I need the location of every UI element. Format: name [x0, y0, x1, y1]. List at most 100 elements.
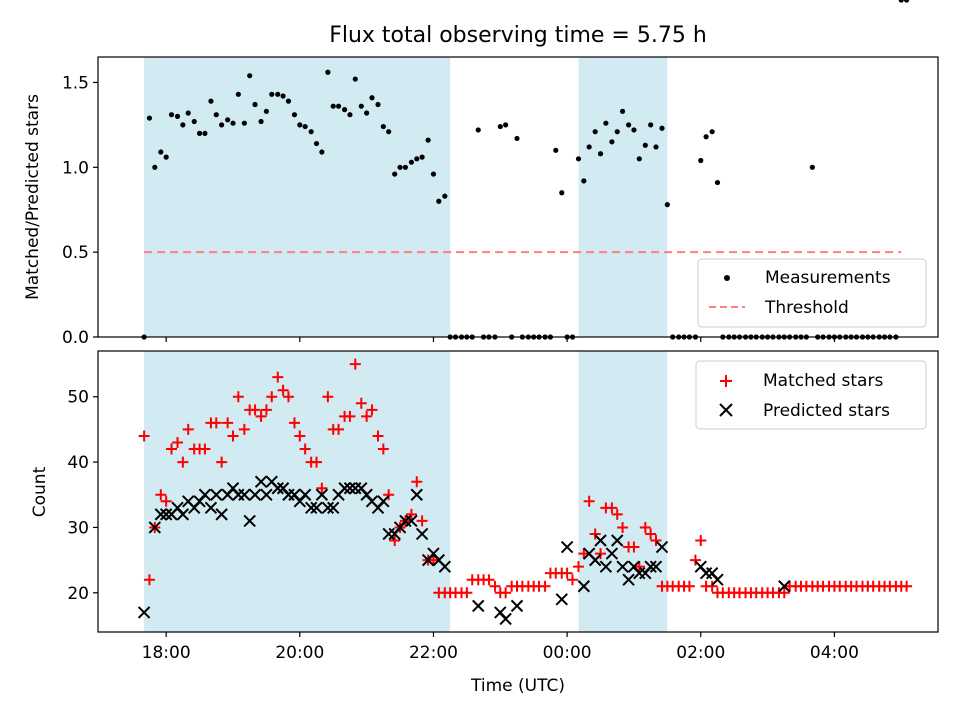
matched-stars-point — [572, 561, 584, 573]
matched-stars-point — [606, 502, 618, 514]
measurement-point — [709, 129, 715, 135]
matched-stars-point — [689, 554, 701, 566]
predicted-stars-point — [560, 540, 574, 554]
matched-stars-point — [238, 423, 250, 435]
bottom-legend: Matched stars Predicted stars — [695, 360, 927, 430]
matched-stars-point — [645, 528, 657, 540]
bot-yticks-label: 50 — [67, 388, 89, 408]
matched-stars-point — [166, 443, 178, 455]
matched-stars-point — [405, 508, 417, 520]
matched-stars-point — [182, 423, 194, 435]
predicted-stars-point — [577, 580, 591, 593]
predicted-stars-point — [327, 501, 340, 515]
predicted-stars-point — [605, 547, 619, 560]
top-yticks-label: 0.0 — [62, 328, 89, 348]
measurement-point — [397, 164, 403, 170]
measurement-point — [625, 122, 632, 128]
measurement-point — [636, 156, 642, 162]
predicted-stars-point — [343, 482, 357, 495]
legend-threshold-label: Threshold — [764, 298, 849, 318]
predicted-stars-point — [588, 553, 602, 567]
measurement-point — [196, 130, 203, 136]
measurement-point — [619, 108, 626, 114]
top-legend: Measurements Threshold — [697, 258, 927, 328]
measurement-point — [358, 103, 364, 109]
measurement-point — [648, 122, 654, 128]
matched-stars-point — [695, 535, 707, 547]
matched-stars-point — [639, 521, 651, 533]
x-tick-label: 00:00 — [543, 643, 592, 663]
measurement-point — [258, 118, 264, 125]
predicted-stars-point — [711, 573, 724, 586]
matched-stars-point — [595, 548, 607, 560]
predicted-stars-point — [204, 501, 218, 515]
matched-stars-point — [160, 495, 172, 507]
legend-matched-label: Matched stars — [763, 371, 883, 391]
predicted-stars-point — [405, 514, 418, 528]
predicted-stars-point — [238, 488, 251, 501]
matched-stars-point — [583, 495, 595, 507]
measurement-point — [497, 123, 503, 130]
measurement-point — [592, 129, 598, 135]
measurement-point — [158, 149, 164, 155]
matched-stars-point — [311, 456, 323, 468]
top-axes-frame — [97, 56, 939, 338]
legend-measurements-marker — [724, 275, 730, 281]
measurement-point — [213, 112, 219, 118]
matched-stars-point — [299, 443, 311, 455]
measurement-point — [386, 129, 392, 135]
matched-stars-point — [901, 580, 913, 592]
measurement-point — [514, 135, 520, 142]
matched-stars-point — [427, 554, 439, 566]
matched-stars-point — [138, 430, 150, 442]
bot-shade-interval-1 — [578, 351, 668, 632]
measurement-point — [364, 110, 370, 116]
measurement-point — [503, 122, 509, 128]
matched-stars-point — [216, 456, 228, 468]
measurement-point — [903, 0, 910, 3]
matched-stars-point — [355, 397, 367, 409]
measurement-point — [180, 122, 186, 128]
bottom-legend-box — [695, 360, 927, 430]
predicted-stars-point — [176, 508, 190, 521]
measurement-point — [280, 93, 286, 99]
measurement-point — [631, 127, 637, 133]
predicted-stars-point — [321, 501, 335, 515]
matched-stars-point — [411, 476, 423, 488]
measurement-point — [425, 137, 431, 143]
matched-stars-point — [483, 574, 495, 586]
matched-stars-point — [260, 404, 272, 416]
predicted-stars-point — [137, 606, 151, 619]
predicted-stars-point — [248, 488, 262, 501]
measurement-point — [202, 130, 208, 136]
matched-stars-point — [650, 535, 662, 547]
predicted-stars-point — [438, 560, 452, 573]
matched-stars-point — [578, 548, 590, 560]
predicted-stars-point — [616, 560, 629, 573]
measurement-point — [325, 69, 331, 75]
measurement-point — [225, 117, 231, 123]
measurement-point — [609, 139, 615, 145]
measurement-point — [436, 198, 442, 204]
measurement-point — [430, 171, 437, 177]
predicted-stars-point — [377, 495, 390, 508]
matched-stars-point — [294, 430, 306, 442]
measurement-point — [208, 98, 214, 104]
matched-stars-point — [416, 515, 428, 527]
measurement-point — [402, 164, 408, 170]
matched-stars-point — [172, 436, 184, 448]
measurement-point — [614, 129, 620, 135]
predicted-stars-point — [499, 612, 512, 626]
measurement-point — [191, 118, 197, 125]
top-yticks-label: 1.0 — [62, 158, 89, 178]
x-tick-label: 22:00 — [409, 643, 458, 663]
matched-stars-point — [272, 371, 284, 383]
measurement-point — [230, 120, 236, 126]
measurement-point — [163, 154, 169, 160]
predicted-stars-point — [649, 560, 663, 573]
panel-ratio: 0.0 0.5 1.0 1.5 Matched/Predicted stars Mea… — [23, 0, 939, 348]
measurement-point — [597, 151, 604, 157]
measurement-point — [219, 122, 225, 128]
bottom-axes-frame — [97, 350, 939, 633]
measurement-point — [898, 0, 904, 3]
